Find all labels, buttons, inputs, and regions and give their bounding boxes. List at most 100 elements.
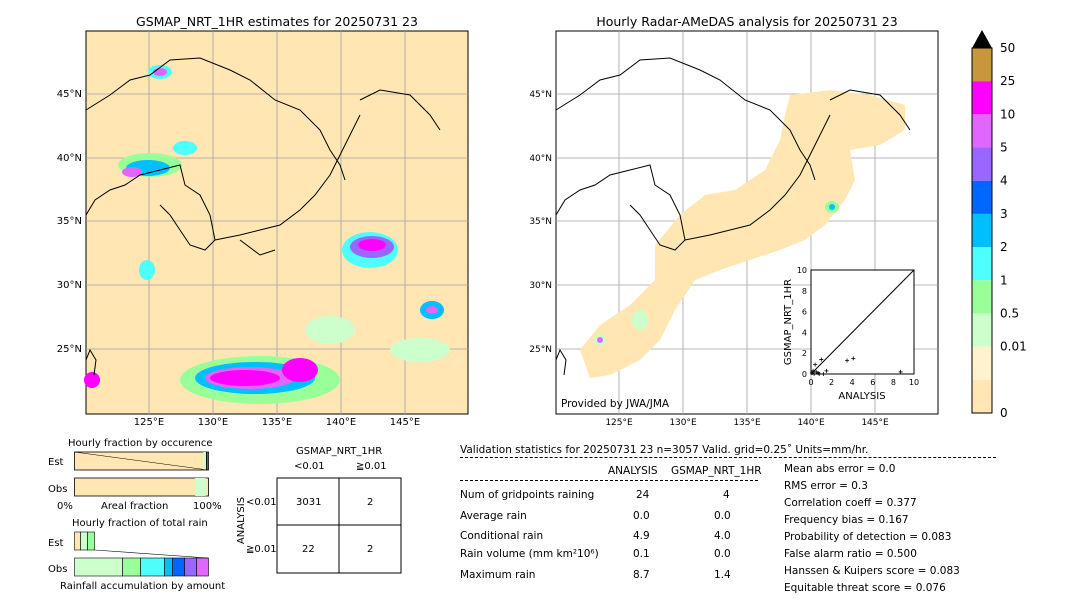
scatter-point — [814, 369, 819, 374]
validation-row-analysis: 24 — [636, 489, 650, 501]
occurrence-obs-rain — [195, 478, 206, 496]
right-lon-label: 145°E — [861, 418, 889, 428]
scatter-xlabel: ANALYSIS — [838, 391, 885, 402]
radar-credit: Provided by JWA/JMA — [561, 398, 670, 410]
colorbar-label: 25 — [1000, 74, 1015, 88]
right-lon-label: 125°E — [605, 418, 633, 428]
right-lon-label: 130°E — [669, 418, 697, 428]
right-lat-label: 45°N — [529, 90, 552, 100]
right-lat-label: 40°N — [529, 154, 552, 164]
scatter-point — [845, 358, 850, 363]
colorbar-label: 1 — [1000, 273, 1008, 287]
contingency-row-ge: ≧0.01 — [246, 544, 277, 555]
validation-row-analysis: 4.9 — [633, 530, 650, 542]
score-line: Probability of detection = 0.083 — [784, 531, 952, 543]
scatter-xtick: 4 — [850, 378, 855, 387]
scatter-xtick: 10 — [909, 378, 919, 387]
score-line: RMS error = 0.3 — [784, 480, 868, 492]
scatter-ytick: 6 — [802, 308, 807, 317]
occurrence-bars — [74, 451, 209, 497]
occurrence-axis-max: 100% — [193, 501, 222, 512]
score-line: Hanssen & Kuipers score = 0.083 — [784, 565, 960, 577]
colorbar-swatch — [972, 213, 992, 248]
contingency-cell: 3031 — [296, 497, 322, 508]
colorbar-swatch — [972, 81, 992, 115]
colorbar-label: 10 — [1000, 107, 1015, 121]
validation-header: Validation statistics for 20250731 23 n=… — [460, 444, 869, 456]
colorbar: 50 25 10 5 4 3 2 1 0.5 0.01 0 — [971, 30, 1027, 420]
validation-row-analysis: 0.1 — [633, 548, 650, 560]
contingency-cell: 2 — [367, 497, 374, 508]
occurrence-est-rain — [203, 452, 206, 470]
scatter-point — [811, 368, 816, 373]
radar-coverage — [580, 90, 905, 378]
score-line: Mean abs error = 0.0 — [784, 463, 896, 475]
right-lat-label: 35°N — [529, 217, 552, 227]
colorbar-arrow — [972, 30, 992, 48]
score-line: Equitable threat score = 0.076 — [784, 582, 946, 594]
validation-row-label: Conditional rain — [460, 530, 544, 542]
colorbar-label: 3 — [1000, 207, 1008, 221]
contingency-cell: 22 — [302, 544, 315, 555]
occurrence-est-label: Est — [48, 457, 64, 468]
colorbar-swatch — [972, 180, 992, 214]
validation-row-gsmap: 0.0 — [714, 548, 731, 560]
validation-col-analysis: ANALYSIS — [608, 465, 658, 477]
colorbar-swatch — [972, 379, 992, 413]
occurrence-obs-label: Obs — [48, 484, 68, 495]
left-lon-label: 130°E — [198, 417, 228, 428]
scatter-xtick: 2 — [829, 378, 834, 387]
scatter-ytick: 8 — [802, 287, 807, 296]
colorbar-label: 5 — [1000, 141, 1008, 155]
scatter-ytick: 2 — [802, 349, 807, 358]
contingency-col-lt: <0.01 — [294, 461, 325, 472]
colorbar-swatch — [972, 147, 992, 181]
validation-col-rule — [460, 480, 758, 481]
contingency-col-ge: ≧0.01 — [356, 461, 387, 472]
left-lat-label: 30°N — [57, 280, 82, 291]
total-rain-title: Hourly fraction of total rain — [72, 518, 208, 529]
left-lat-label: 45°N — [57, 89, 82, 100]
left-lon-label: 140°E — [326, 417, 356, 428]
left-lon-label: 135°E — [262, 417, 292, 428]
scatter-ytick: 4 — [802, 328, 807, 337]
scatter-xtick: 6 — [870, 378, 875, 387]
validation-row-gsmap: 4 — [723, 489, 730, 501]
validation-header-rule — [460, 457, 996, 458]
left-lat-label: 25°N — [57, 344, 82, 355]
validation-row-label: Maximum rain — [460, 569, 536, 581]
left-map-rain — [84, 65, 450, 404]
left-lat-label: 35°N — [57, 216, 82, 227]
validation-row-gsmap: 1.4 — [714, 569, 731, 581]
right-lon-label: 135°E — [733, 418, 761, 428]
contingency-row-lt: <0.01 — [246, 497, 277, 508]
right-lat-label: 25°N — [529, 345, 552, 355]
validation-row-analysis: 8.7 — [633, 569, 650, 581]
score-line: False alarm ratio = 0.500 — [784, 548, 917, 560]
left-map: 45°N 40°N 35°N 30°N 25°N 125°E 130°E 135… — [57, 30, 469, 428]
scatter-point — [817, 372, 822, 376]
colorbar-label: 4 — [1000, 174, 1008, 188]
validation-row-analysis: 0.0 — [633, 510, 650, 522]
validation-row-gsmap: 0.0 — [714, 510, 731, 522]
total-rain-axis-label: Rainfall accumulation by amount — [60, 581, 226, 592]
scatter-point — [813, 362, 818, 367]
validation-row-label: Num of gridpoints raining — [460, 489, 595, 501]
colorbar-swatch — [972, 346, 992, 380]
validation-row-gsmap: 4.0 — [714, 530, 731, 542]
scatter-point — [898, 369, 903, 374]
colorbar-label: 0 — [1000, 406, 1008, 420]
contingency-grid — [276, 477, 402, 574]
left-lon-label: 145°E — [390, 417, 420, 428]
colorbar-label: 0.5 — [1000, 306, 1019, 320]
score-line: Correlation coeff = 0.377 — [784, 497, 917, 509]
colorbar-swatch — [972, 48, 992, 82]
colorbar-swatch — [972, 280, 992, 314]
scatter-point — [812, 372, 817, 376]
occurrence-axis-min: 0% — [57, 501, 73, 512]
colorbar-label: 2 — [1000, 240, 1008, 254]
scatter-point — [821, 372, 826, 376]
left-lat-label: 40°N — [57, 153, 82, 164]
left-lon-label: 125°E — [134, 417, 164, 428]
scatter-ytick: 10 — [797, 266, 807, 275]
